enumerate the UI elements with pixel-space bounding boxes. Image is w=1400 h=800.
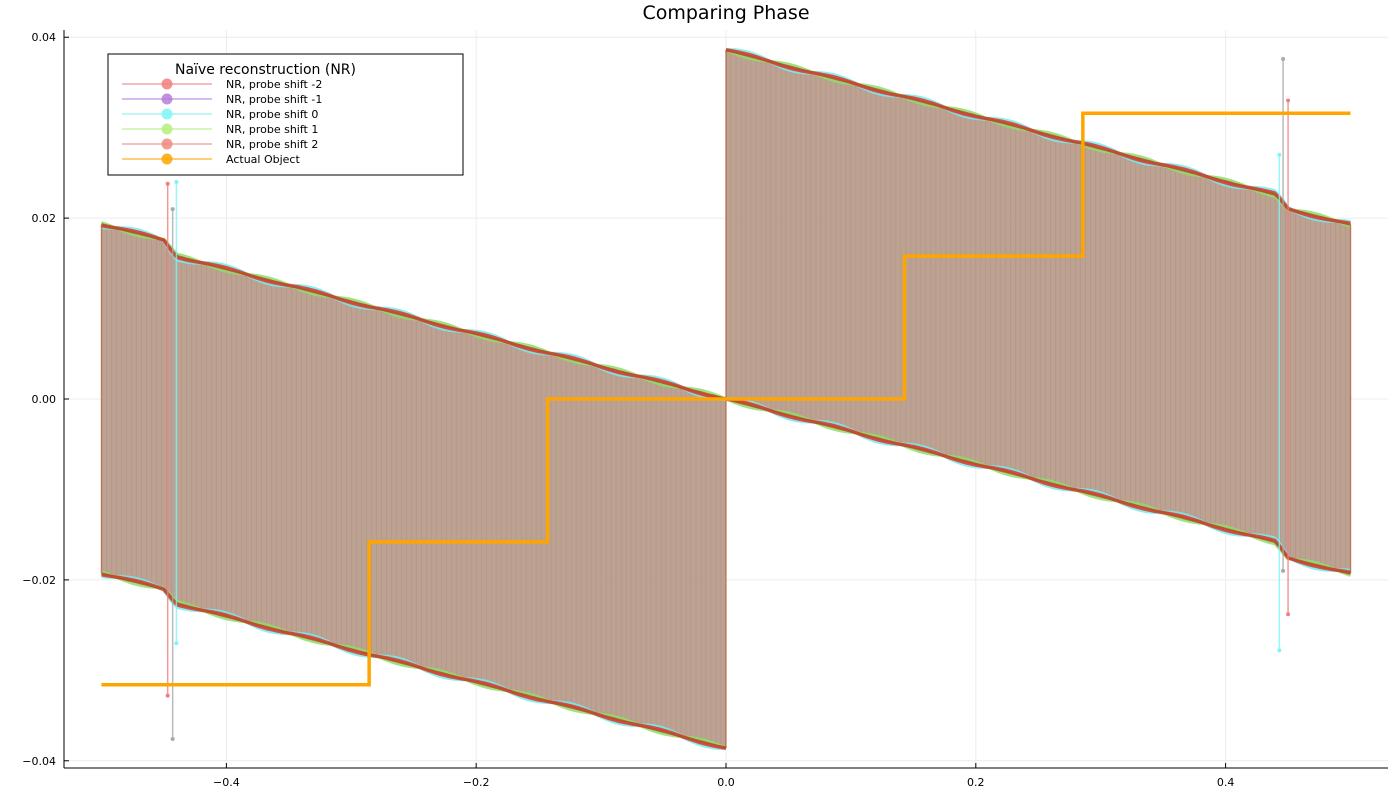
band-left — [101, 224, 727, 749]
legend-swatch-marker — [161, 93, 173, 105]
edge-brown-lower_left — [101, 572, 727, 750]
x-tick-label: −0.4 — [213, 776, 240, 789]
band-right — [726, 49, 1351, 574]
spike-marker — [1277, 152, 1282, 157]
y-tick-label: 0.02 — [32, 212, 57, 225]
spike-marker — [1286, 612, 1291, 617]
legend-swatch-marker — [161, 123, 173, 135]
y-tick-label: −0.04 — [22, 755, 56, 768]
legend-swatch-marker — [161, 153, 173, 165]
x-tick-label: 0.2 — [967, 776, 985, 789]
spike-marker — [1286, 98, 1291, 103]
spike-marker — [174, 641, 179, 646]
legend: Naïve reconstruction (NR)NR, probe shift… — [107, 53, 464, 176]
spike-marker — [165, 181, 170, 186]
spike-marker — [170, 737, 175, 742]
chart-title: Comparing Phase — [642, 2, 809, 24]
legend-label: NR, probe shift 2 — [226, 138, 318, 151]
series-actual-object — [101, 111, 1351, 687]
legend-label: NR, probe shift -2 — [226, 78, 322, 91]
legend-label: Actual Object — [226, 153, 300, 166]
x-tick-label: 0.4 — [1217, 776, 1235, 789]
y-tick-label: 0.00 — [32, 393, 57, 406]
legend-label: NR, probe shift -1 — [226, 93, 322, 106]
legend-swatch-marker — [161, 108, 173, 120]
spike-marker — [1277, 648, 1282, 653]
y-tick-label: 0.04 — [32, 31, 57, 44]
plot-area — [100, 47, 1352, 751]
y-tick-label: −0.02 — [22, 574, 56, 587]
edge-brown-upper_left — [101, 223, 727, 401]
x-tick-label: −0.2 — [463, 776, 490, 789]
band-hatch — [101, 49, 1351, 747]
legend-label: NR, probe shift 0 — [226, 108, 318, 121]
axes: −0.4 −0.2 0.0 0.2 0.4 −0.04 −0.02 0.00 0.02 0.04 — [22, 30, 1388, 789]
legend-label: NR, probe shift 1 — [226, 123, 318, 136]
spike-marker — [170, 207, 175, 212]
spike-marker — [174, 179, 179, 184]
spike-marker — [1281, 56, 1286, 61]
legend-title: Naïve reconstruction (NR) — [175, 62, 356, 78]
legend-swatch-marker — [161, 138, 173, 150]
spike-marker — [165, 693, 170, 698]
x-tick-label: 0.0 — [717, 776, 735, 789]
edge-brown-upper_right — [725, 48, 1351, 226]
legend-swatch-marker — [161, 78, 173, 90]
spike-marker — [1281, 568, 1286, 573]
edge-brown-lower_right — [725, 397, 1351, 575]
